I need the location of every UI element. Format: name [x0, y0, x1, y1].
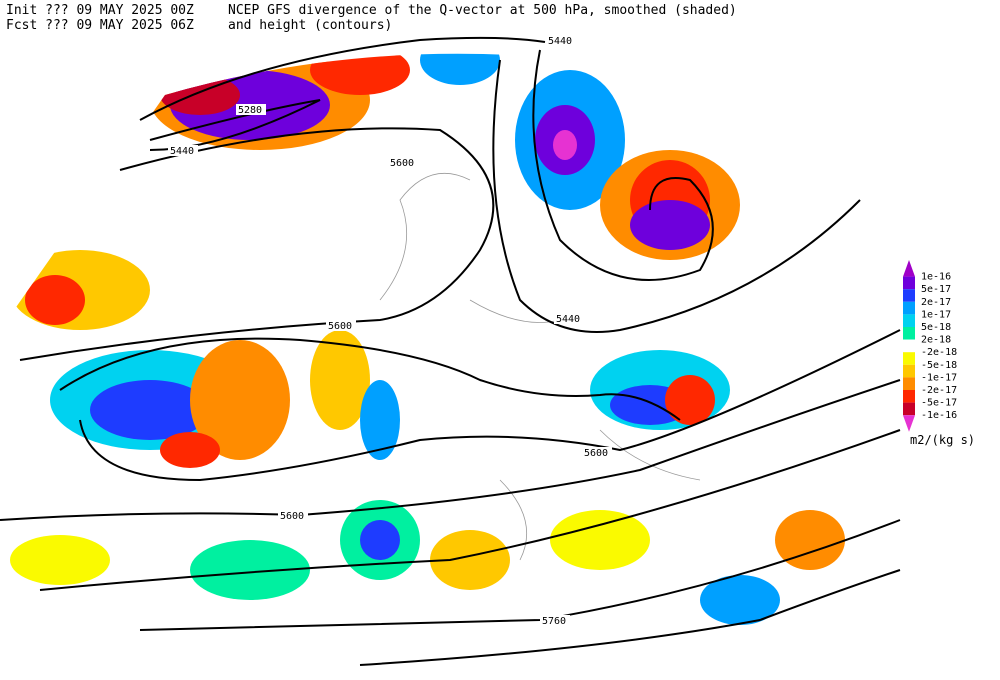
contour-label: 5600 [390, 158, 414, 169]
colorbar-box [903, 352, 915, 365]
contour-label: 5440 [556, 314, 580, 325]
colorbar-label: -2e-18 [921, 347, 957, 358]
contour-label: 5280 [238, 105, 262, 116]
colorbar-unit: m2/(kg s) [910, 433, 975, 447]
colorbar-box [903, 339, 915, 353]
contour-labels: 5440 5280 5440 5600 5600 5440 5600 5600 … [168, 35, 612, 627]
colorbar-arrow [903, 415, 915, 432]
colorbar-label: -5e-18 [921, 360, 957, 371]
colorbar-label: 2e-18 [921, 335, 951, 346]
colorbar-label: -5e-17 [921, 398, 957, 409]
colorbar-label: 1e-16 [921, 272, 951, 283]
contour-label: 5600 [584, 448, 608, 459]
colorbar-box [903, 289, 915, 302]
colorbar-label: 2e-17 [921, 297, 951, 308]
colorbar-box [903, 314, 915, 327]
colorbar-box [903, 276, 915, 290]
colorbar-arrow [903, 260, 915, 277]
contour-label: 5760 [542, 616, 566, 627]
colorbar-label: -1e-16 [921, 410, 957, 421]
colorbar-box [903, 377, 915, 390]
title: NCEP GFS divergence of the Q-vector at 5… [228, 3, 737, 18]
colorbar-box [903, 364, 915, 378]
colorbar-label: -1e-17 [921, 372, 957, 383]
init-time: Init ??? 09 MAY 2025 00Z [6, 3, 194, 18]
colorbar-label: 5e-17 [921, 284, 951, 295]
colorbar-box [903, 390, 915, 403]
colorbar-box [903, 402, 915, 416]
colorbar-label: 5e-18 [921, 322, 951, 333]
contour-label: 5600 [280, 511, 304, 522]
contour-label: 5440 [170, 146, 194, 157]
height-contours [0, 36, 901, 666]
colorbar-label: 1e-17 [921, 309, 951, 320]
contour-label: 5600 [328, 321, 352, 332]
forecast-time: Fcst ??? 09 MAY 2025 06Z [6, 18, 194, 33]
subtitle: and height (contours) [228, 18, 392, 33]
colorbar-label: -2e-17 [921, 385, 957, 396]
colorbar-box [903, 301, 915, 315]
contour-label: 5440 [548, 36, 572, 47]
colorbar-box [903, 327, 915, 340]
